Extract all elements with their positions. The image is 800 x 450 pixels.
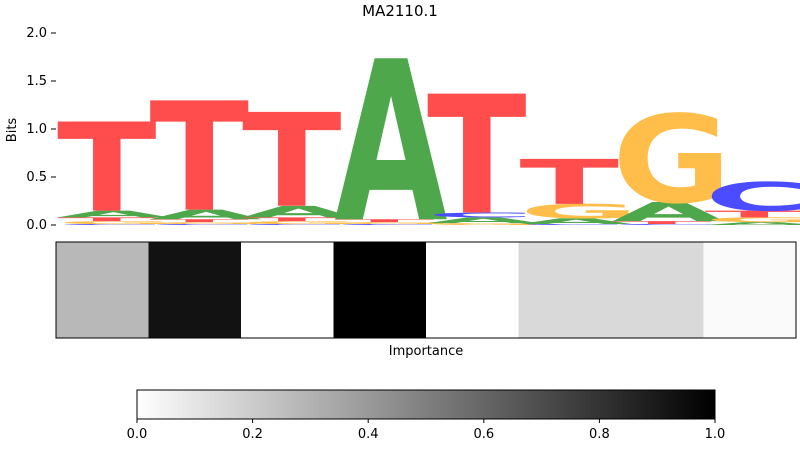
- importance-cell: [56, 242, 149, 338]
- logo-letter-T: T: [57, 97, 157, 240]
- logo-letter-C: C: [57, 224, 164, 226]
- colorbar-ticks: 0.0 0.2 0.4 0.6 0.8 1.0: [127, 419, 726, 442]
- importance-label: Importance: [389, 344, 464, 359]
- colorbar-tick-label: 1.0: [705, 427, 726, 442]
- logo-letter-C: C: [705, 174, 800, 220]
- logo-letter-A: A: [242, 203, 355, 221]
- logo-letter-C: C: [335, 224, 442, 226]
- logo-letter-T: T: [427, 62, 527, 252]
- importance-cell: [241, 242, 334, 338]
- colorbar-tick-label: 0.8: [589, 427, 610, 442]
- logo-letter-T: T: [57, 216, 157, 222]
- logo-letter-C: C: [242, 224, 349, 226]
- logo-letter-A: A: [57, 209, 170, 220]
- colorbar: [136, 389, 716, 420]
- importance-cell: [518, 242, 612, 338]
- importance-heatmap: [56, 242, 797, 338]
- logo-letter-G: G: [242, 220, 362, 225]
- logo-letter-T: T: [150, 71, 250, 245]
- logo-letter-A: A: [612, 197, 725, 228]
- heatmap-frame: [55, 241, 797, 339]
- chart-title: MA2110.1: [362, 2, 438, 20]
- logo-letter-C: C: [150, 224, 257, 226]
- logo-letter-C: C: [427, 211, 534, 219]
- y-tick-label: 1.0: [26, 122, 47, 137]
- y-tick-label: 2.0: [26, 26, 47, 41]
- importance-cell: [611, 242, 704, 338]
- sequence-logo: CGTATCGTATCGTATCGTAGACTCAGTCTAGAGTC: [57, 15, 800, 272]
- logo-letter-T: T: [335, 218, 435, 223]
- logo-letter-A: A: [520, 217, 633, 226]
- logo-letter-G: G: [427, 223, 547, 226]
- y-tick-label: 1.5: [26, 74, 47, 89]
- logo-letter-A: A: [335, 15, 448, 272]
- logo-letter-A: A: [427, 216, 540, 225]
- importance-cell: [426, 242, 519, 338]
- logo-letter-C: C: [612, 224, 719, 226]
- y-axis-label: Bits: [5, 118, 20, 143]
- importance-cell: [148, 242, 242, 338]
- logo-letter-G: G: [612, 90, 732, 231]
- logo-letter-C: C: [520, 224, 627, 226]
- colorbar-tick-label: 0.4: [358, 427, 379, 442]
- logo-letter-T: T: [612, 220, 712, 225]
- logo-letter-G: G: [520, 200, 640, 223]
- logo-letter-T: T: [150, 218, 250, 223]
- y-tick-label: 0.5: [26, 170, 47, 185]
- colorbar-tick-label: 0.6: [473, 427, 494, 442]
- colorbar-tick-label: 0.2: [242, 427, 263, 442]
- logo-y-axis: Bits 0.0 0.5 1.0 1.5 2.0: [5, 26, 56, 233]
- logo-letter-G: G: [705, 216, 800, 224]
- logo-letter-G: G: [57, 220, 177, 225]
- logo-letter-G: G: [150, 222, 270, 225]
- logo-letter-A: A: [150, 207, 263, 222]
- logo-letter-T: T: [520, 147, 620, 219]
- logo-letter-A: A: [705, 221, 800, 226]
- logo-letter-T: T: [705, 209, 800, 220]
- y-tick-label: 0.0: [26, 218, 47, 233]
- importance-cell: [703, 242, 797, 338]
- colorbar-tick-label: 0.0: [127, 427, 148, 442]
- importance-cell: [333, 242, 427, 338]
- logo-letter-T: T: [242, 87, 342, 237]
- logo-letter-G: G: [335, 222, 455, 225]
- logo-letter-T: T: [242, 216, 342, 222]
